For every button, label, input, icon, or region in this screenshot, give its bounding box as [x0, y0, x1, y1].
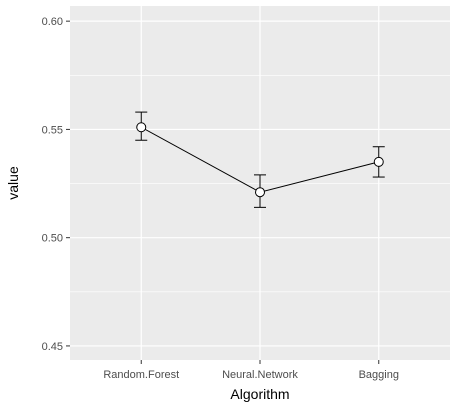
- x-axis-title: Algorithm: [230, 386, 289, 402]
- data-points: [136, 122, 384, 198]
- x-tick-label: Neural.Network: [222, 369, 298, 381]
- y-tick-label: 0.55: [42, 124, 63, 136]
- y-tick-label: 0.45: [42, 341, 63, 353]
- data-point: [373, 156, 384, 167]
- data-point: [136, 122, 147, 133]
- y-axis: 0.45 0.50 0.55 0.60: [42, 16, 70, 353]
- y-axis-title: value: [5, 166, 21, 200]
- x-tick-label: Random.Forest: [103, 369, 179, 381]
- x-tick-label: Bagging: [359, 369, 399, 381]
- y-tick-label: 0.50: [42, 233, 63, 245]
- x-axis: Random.Forest Neural.Network Bagging: [103, 360, 399, 381]
- major-gridlines: [70, 6, 450, 360]
- y-tick-label: 0.60: [42, 16, 63, 28]
- data-point: [255, 187, 265, 198]
